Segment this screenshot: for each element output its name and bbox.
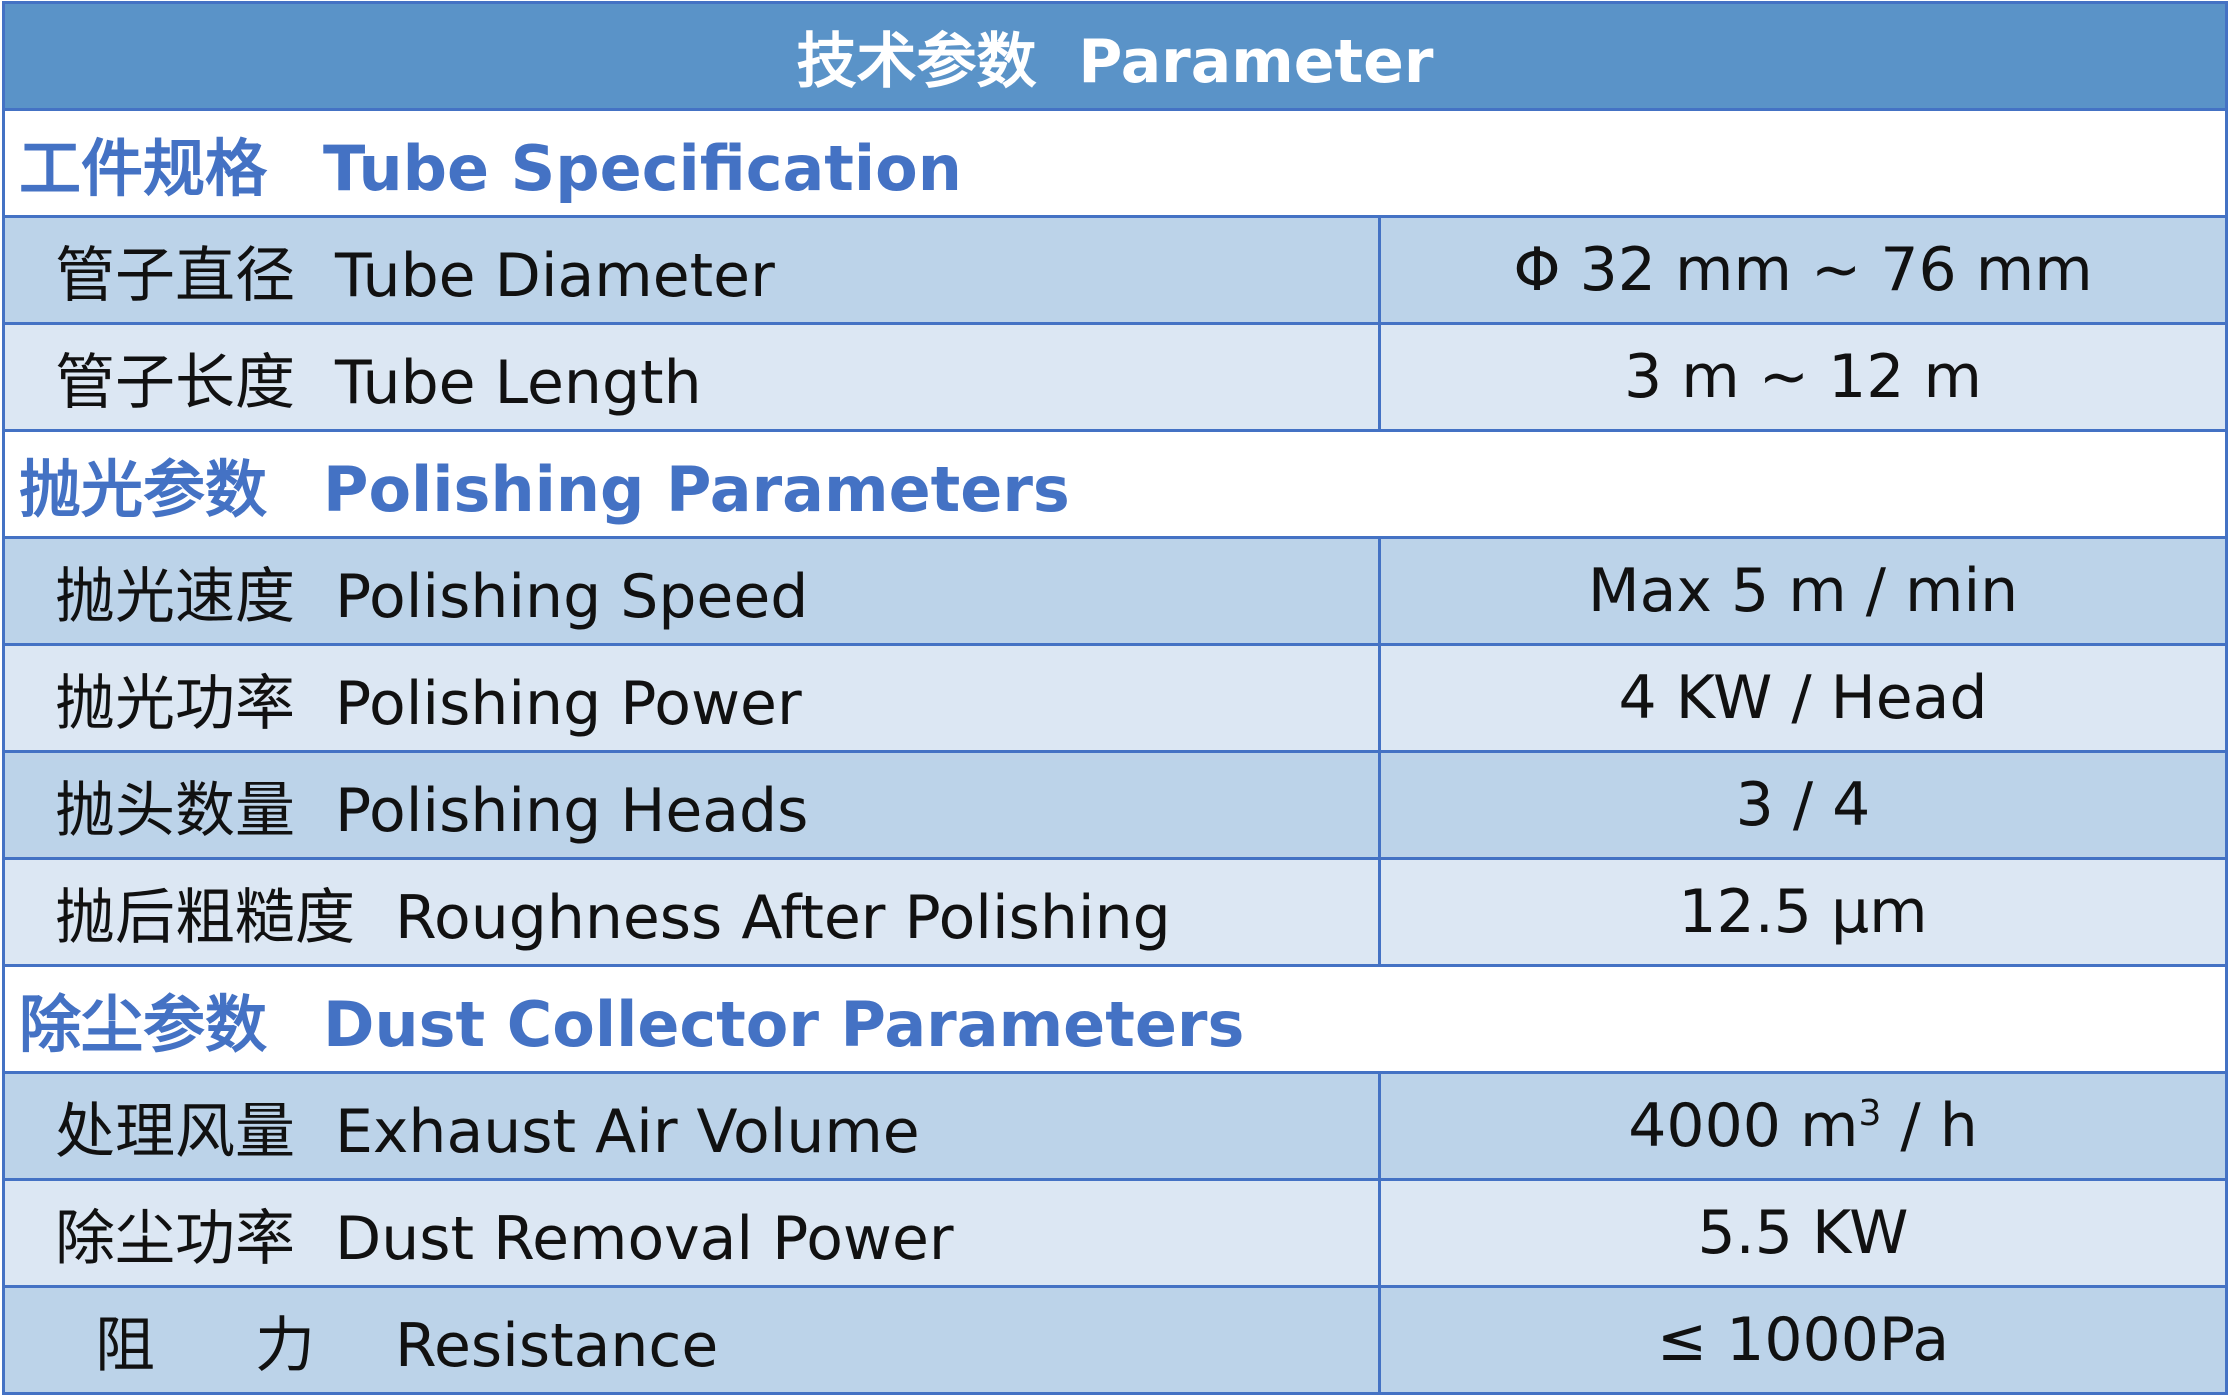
label-zh: 管子直径 [55, 240, 295, 311]
table-row: 抛光功率 Polishing Power 4 KW / Head [2, 643, 2228, 753]
section-en: Dust Collector Parameters [323, 988, 1245, 1061]
table-row: 管子直径 Tube Diameter Φ 32 mm ~ 76 mm [2, 215, 2228, 325]
table-row: 抛光速度 Polishing Speed Max 5 m / min [2, 536, 2228, 646]
section-tube-spec: 工件规格 Tube Specification [2, 108, 2228, 218]
section-en: Tube Specification [323, 132, 962, 205]
row-label: 抛后粗糙度 Roughness After Polishing [2, 857, 1381, 967]
row-label: 管子长度 Tube Length [2, 322, 1381, 432]
label-zh: 阻 力 [95, 1310, 335, 1381]
title-en: Parameter [1078, 26, 1434, 97]
section-polishing: 抛光参数 Polishing Parameters [2, 429, 2228, 539]
title-zh: 技术参数 [796, 26, 1037, 97]
section-dust-collector: 除尘参数 Dust Collector Parameters [2, 964, 2228, 1074]
section-en: Polishing Parameters [323, 453, 1070, 526]
row-value: Φ 32 mm ~ 76 mm [1378, 215, 2228, 325]
label-zh: 抛后粗糙度 [55, 882, 355, 953]
row-label: 抛头数量 Polishing Heads [2, 750, 1381, 860]
table-header: 技术参数 Parameter [2, 1, 2228, 111]
section-zh: 抛光参数 [19, 453, 268, 526]
row-value: 3 m ~ 12 m [1378, 322, 2228, 432]
row-value: Max 5 m / min [1378, 536, 2228, 646]
label-zh: 除尘功率 [55, 1203, 295, 1274]
table-row: 除尘功率 Dust Removal Power 5.5 KW [2, 1178, 2228, 1288]
row-value: ≤ 1000Pa [1378, 1285, 2228, 1395]
section-zh: 工件规格 [19, 132, 268, 205]
table-row: 抛头数量 Polishing Heads 3 / 4 [2, 750, 2228, 860]
label-en: Exhaust Air Volume [335, 1096, 920, 1167]
row-value: 3 / 4 [1378, 750, 2228, 860]
label-en: Tube Diameter [335, 240, 775, 311]
row-label: 管子直径 Tube Diameter [2, 215, 1381, 325]
label-en: Resistance [395, 1310, 719, 1381]
label-zh: 管子长度 [55, 347, 295, 418]
label-en: Tube Length [335, 347, 702, 418]
section-header: 工件规格 Tube Specification [2, 108, 2228, 218]
label-en: Polishing Speed [335, 561, 809, 632]
label-en: Polishing Heads [335, 775, 809, 846]
row-label: 抛光速度 Polishing Speed [2, 536, 1381, 646]
row-label: 阻 力 Resistance [2, 1285, 1381, 1395]
label-en: Roughness After Polishing [395, 882, 1171, 953]
row-value: 4 KW / Head [1378, 643, 2228, 753]
row-value: 5.5 KW [1378, 1178, 2228, 1288]
label-zh: 抛头数量 [55, 775, 295, 846]
value-tail: / h [1881, 1091, 1978, 1161]
label-en: Dust Removal Power [335, 1203, 954, 1274]
table-row: 阻 力 Resistance ≤ 1000Pa [2, 1285, 2228, 1395]
table-row: 处理风量 Exhaust Air Volume 4000 m3 / h [2, 1071, 2228, 1181]
label-zh: 抛光速度 [55, 561, 295, 632]
label-zh: 抛光功率 [55, 668, 295, 739]
row-value: 12.5 μm [1378, 857, 2228, 967]
table-title: 技术参数 Parameter [2, 1, 2228, 111]
label-zh: 处理风量 [55, 1096, 295, 1167]
section-zh: 除尘参数 [19, 988, 268, 1061]
value-main: 4000 m [1628, 1091, 1859, 1161]
table-row: 抛后粗糙度 Roughness After Polishing 12.5 μm [2, 857, 2228, 967]
row-label: 处理风量 Exhaust Air Volume [2, 1071, 1381, 1181]
section-header: 抛光参数 Polishing Parameters [2, 429, 2228, 539]
section-header: 除尘参数 Dust Collector Parameters [2, 964, 2228, 1074]
label-en: Polishing Power [335, 668, 802, 739]
row-label: 除尘功率 Dust Removal Power [2, 1178, 1381, 1288]
row-value: 4000 m3 / h [1378, 1071, 2228, 1181]
table-row: 管子长度 Tube Length 3 m ~ 12 m [2, 322, 2228, 432]
value-superscript: 3 [1858, 1093, 1882, 1134]
row-label: 抛光功率 Polishing Power [2, 643, 1381, 753]
